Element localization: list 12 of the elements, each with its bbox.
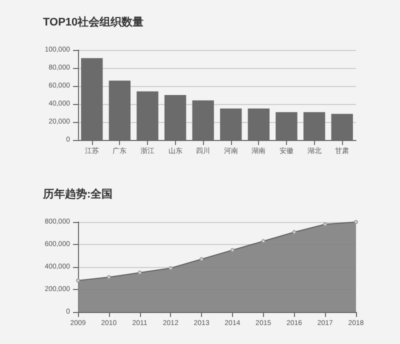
chart-title: TOP10社会组织数量	[43, 16, 144, 28]
point	[230, 248, 234, 252]
point	[354, 220, 358, 224]
chart-title: 历年趋势:全国	[42, 188, 113, 200]
point	[76, 278, 80, 282]
point	[292, 230, 296, 234]
point	[138, 270, 142, 275]
point	[200, 257, 204, 262]
point	[168, 266, 173, 270]
point	[261, 239, 266, 244]
point	[323, 222, 328, 226]
point	[106, 275, 111, 280]
